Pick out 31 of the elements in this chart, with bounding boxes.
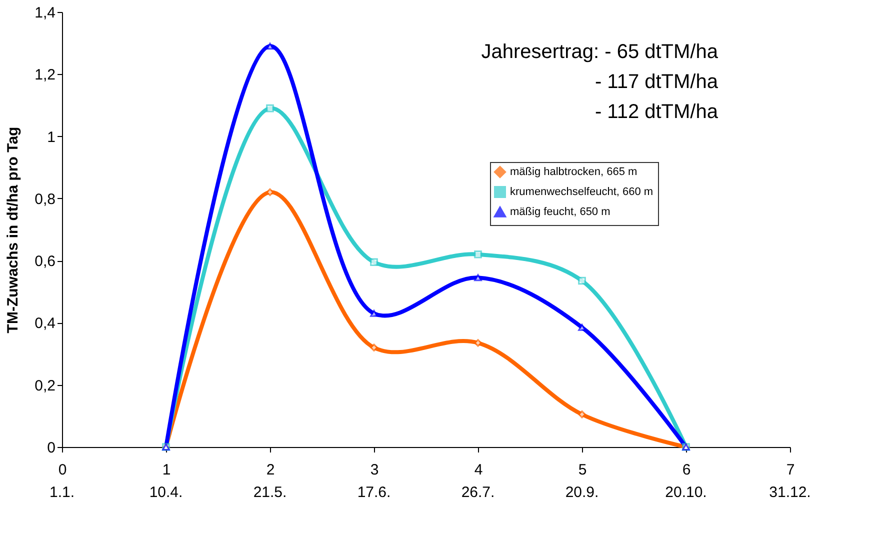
text: 1.1. (49, 484, 75, 501)
text: 26.7. (461, 484, 495, 501)
y-axis-title: TM-Zuwachs in dt/ha pro Tag (4, 126, 22, 334)
x-tick-label: 1 (162, 462, 171, 478)
text: 21.5. (253, 484, 287, 501)
x-tick-label: 7 (786, 462, 795, 478)
text: 20.9. (565, 484, 599, 501)
x-tick-label: 2 (266, 462, 275, 478)
y-tick-label: 1 (47, 128, 56, 146)
x-tick-label: 4 (474, 462, 483, 478)
x-tick-label: 6 (682, 462, 691, 478)
text: 10.4. (149, 484, 183, 501)
x-tick-label: 0 (58, 462, 67, 478)
annotation: - 112 dtTM/ha (594, 101, 719, 123)
text: 31.12. (769, 484, 811, 501)
x-tick-label: 5 (578, 462, 587, 478)
text: 17.6. (357, 484, 391, 501)
x-tick-label: 3 (370, 462, 379, 478)
y-tick-label: 0,8 (34, 190, 56, 208)
legend-label: mäßig feucht, 650 m (510, 206, 610, 218)
legend-label: mäßig halbtrocken, 665 m (510, 166, 638, 178)
y-tick-label: 1,2 (34, 66, 56, 84)
y-tick-label: 0,2 (34, 377, 56, 394)
y-tick-label: 0,4 (34, 315, 56, 332)
annotation: - 117 dtTM/ha (594, 71, 719, 93)
annotation: Jahresertrag: - 65 dtTM/ha (481, 41, 719, 63)
y-tick-label: 0,6 (34, 253, 56, 270)
legend-label: krumenwechselfeucht, 660 m (510, 186, 654, 198)
y-tick-label: 1,4 (34, 4, 56, 22)
y-tick-label: 0 (47, 440, 56, 456)
text: 20.10. (665, 484, 707, 501)
